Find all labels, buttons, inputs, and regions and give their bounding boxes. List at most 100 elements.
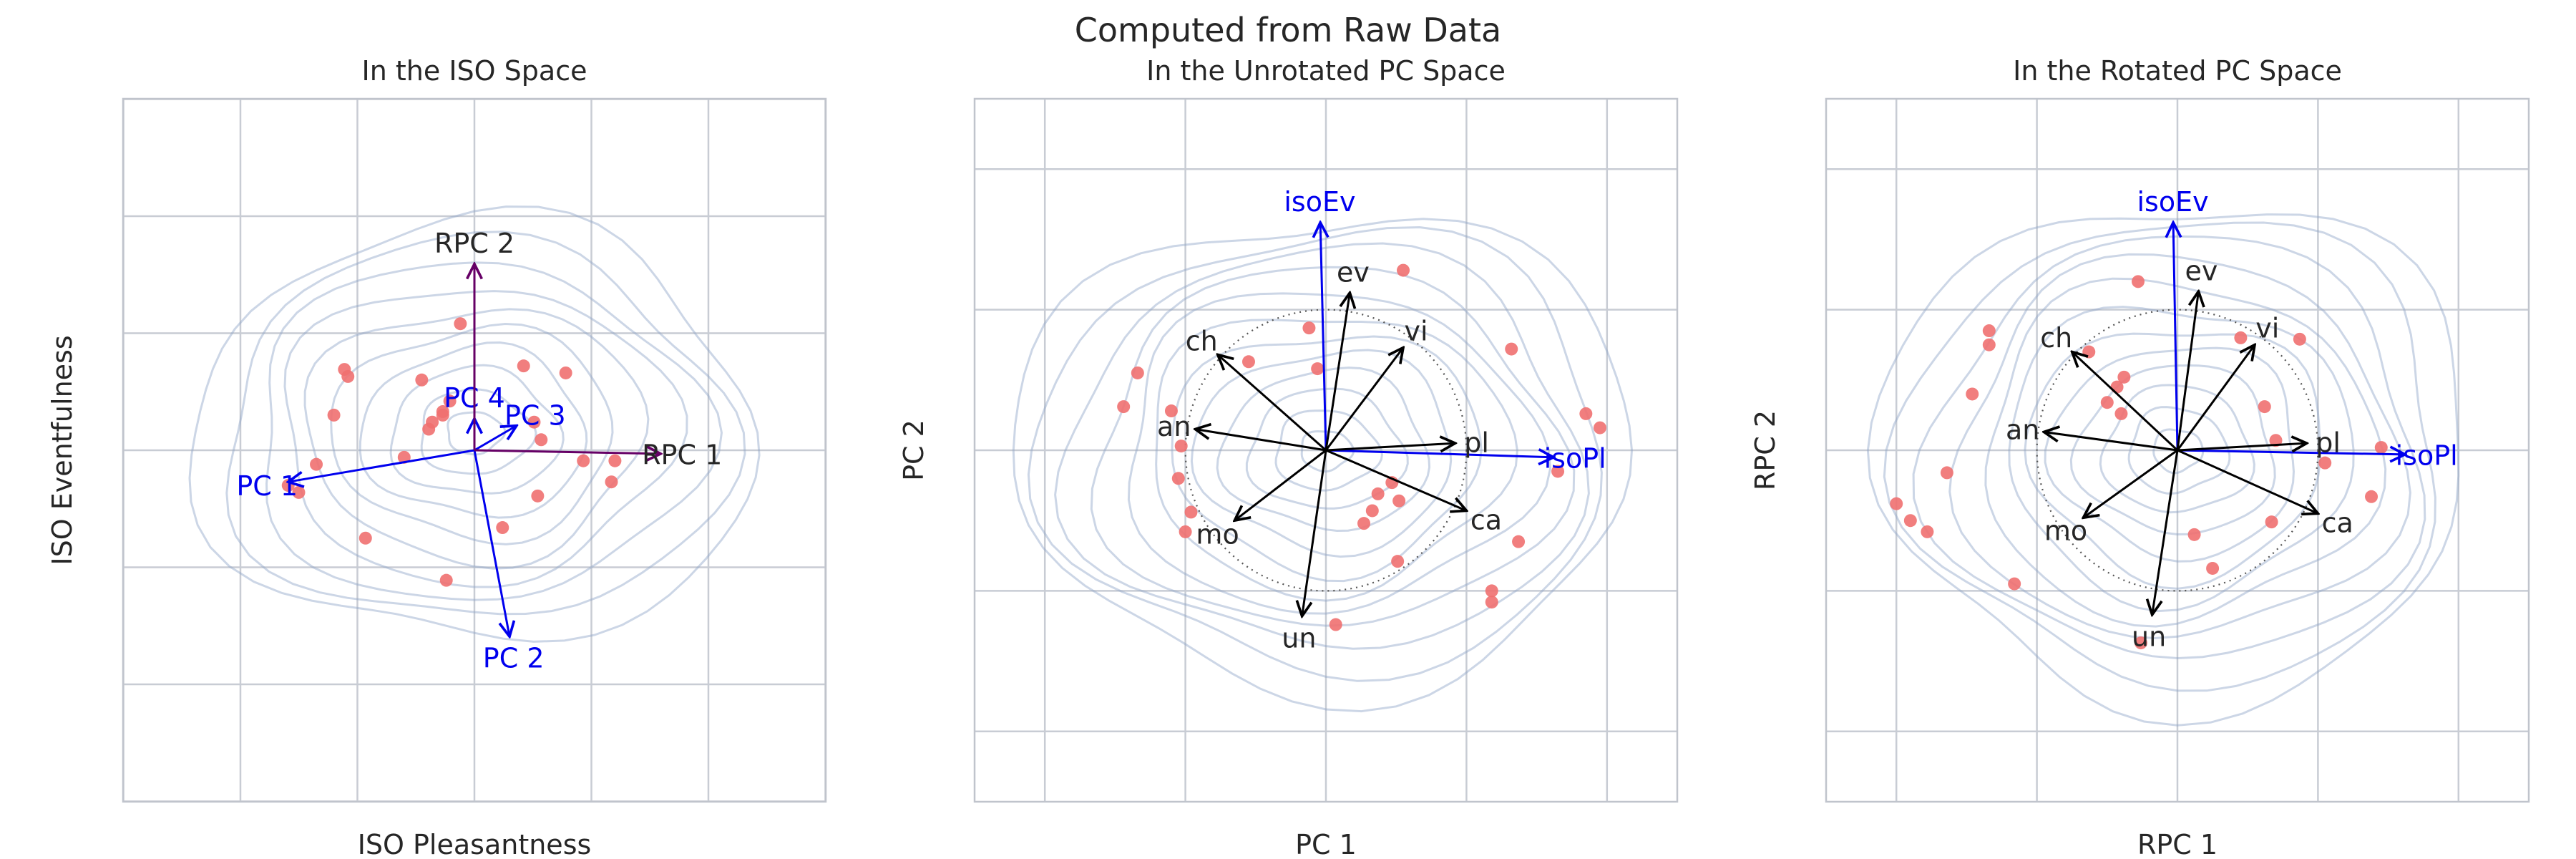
arrow-label-isoev: isoEv [1284, 186, 1355, 218]
arrow-ev [1324, 293, 1350, 451]
arrow-label-isopl: isoPl [2396, 440, 2458, 471]
arrow-vi [2176, 345, 2255, 451]
data-point [310, 457, 323, 471]
data-point [1174, 440, 1188, 453]
contour-line [1027, 225, 1603, 682]
data-point [608, 454, 622, 467]
arrow-an [1195, 430, 1327, 452]
arrow-label-isopl: isoPl [1544, 443, 1606, 475]
data-point [1397, 263, 1410, 277]
contour-line [265, 261, 723, 601]
arrow-an [2044, 432, 2178, 452]
contour-line [225, 230, 746, 616]
data-point [2117, 370, 2131, 384]
data-points [1890, 275, 2388, 650]
arrow-label-rpc-1: RPC 1 [642, 439, 722, 470]
data-point [1171, 472, 1185, 485]
data-point [1579, 407, 1593, 420]
data-point [1329, 618, 1342, 631]
arrow-ev [2176, 291, 2198, 451]
data-point [2269, 434, 2283, 447]
data-point [443, 394, 457, 408]
data-point [327, 408, 341, 422]
data-point [415, 373, 429, 387]
contour-line [1171, 335, 1483, 583]
arrow-label-vi: vi [1405, 316, 1428, 347]
contour-line [188, 205, 761, 643]
data-point [1940, 466, 1953, 480]
data-point [341, 369, 355, 383]
data-points [281, 317, 622, 587]
y-axis-label: PC 2 [898, 419, 930, 481]
data-point [1921, 525, 1934, 538]
arrow-pc-2 [473, 450, 509, 636]
data-point [292, 485, 306, 499]
arrow-pc-1 [288, 449, 475, 482]
data-point [2293, 332, 2306, 346]
data-point [2114, 407, 2128, 420]
arrow-label-isoev: isoEv [2137, 186, 2208, 218]
density-contours [1866, 213, 2460, 727]
data-point [2132, 275, 2145, 288]
contour-line [389, 364, 565, 495]
data-point [1365, 504, 1379, 518]
data-point [1357, 517, 1371, 530]
density-contours [188, 205, 761, 643]
panel-title: In the Unrotated PC Space [1146, 55, 1506, 87]
contour-line [283, 290, 688, 588]
contour-line [1127, 292, 1552, 615]
arrow-isoev [2173, 223, 2177, 451]
arrow-rpc-1 [474, 450, 660, 454]
arrow-label-pl: pl [2316, 427, 2341, 459]
contour-line [1883, 221, 2436, 692]
data-point [1241, 355, 1255, 369]
data-point [1551, 465, 1565, 478]
data-point [1302, 321, 1316, 335]
arrow-label-ch: ch [1186, 326, 1218, 357]
panel-2: isoPl isoEv ev vi pl ca un mo an ch In the Unrotat… [898, 55, 1679, 859]
arrow-vi [1324, 348, 1403, 451]
contour-line [2008, 306, 2355, 613]
arrow-ca [2177, 449, 2318, 513]
loading-arrows: isoPl isoEv ev vi pl ca un mo an ch [1157, 186, 1606, 654]
arrow-label-pc-3: PC 3 [504, 400, 566, 432]
contour-line [1090, 266, 1576, 627]
x-axis-label: ISO Pleasantness [358, 829, 592, 859]
arrow-label-pl: pl [1464, 427, 1489, 459]
arrow-label-pc-2: PC 2 [483, 643, 545, 674]
arrow-label-ch: ch [2040, 322, 2072, 354]
data-point [2318, 456, 2332, 470]
data-point [1890, 497, 1903, 510]
data-point [1392, 494, 1406, 508]
arrow-isoev [1320, 223, 1326, 451]
arrow-label-rpc-2: RPC 2 [434, 228, 514, 259]
unit-circle [2036, 309, 2319, 592]
data-point [2082, 345, 2096, 359]
axes-frame [973, 97, 1679, 803]
arrow-label-un: un [2132, 621, 2166, 652]
arrow-label-pc-1: PC 1 [236, 470, 298, 502]
data-point [1131, 366, 1144, 379]
arrow-pl [2177, 443, 2307, 450]
contour-line [2069, 364, 2276, 536]
data-point [2100, 396, 2114, 409]
contour-line [2127, 406, 2231, 495]
data-point [397, 450, 411, 464]
arrow-un [2152, 450, 2179, 615]
arrow-pl [1325, 443, 1455, 450]
data-point [1485, 584, 1498, 598]
contour-line [1155, 319, 1518, 602]
data-point [2008, 577, 2021, 591]
data-point [358, 531, 372, 545]
data-point [2374, 441, 2388, 455]
data-point [2234, 331, 2248, 344]
data-point [527, 415, 541, 429]
contour-line [1866, 213, 2460, 727]
arrow-mo [1234, 449, 1327, 520]
arrow-ca [1325, 449, 1466, 510]
data-point [2206, 561, 2220, 575]
arrow-ch [2072, 352, 2179, 452]
